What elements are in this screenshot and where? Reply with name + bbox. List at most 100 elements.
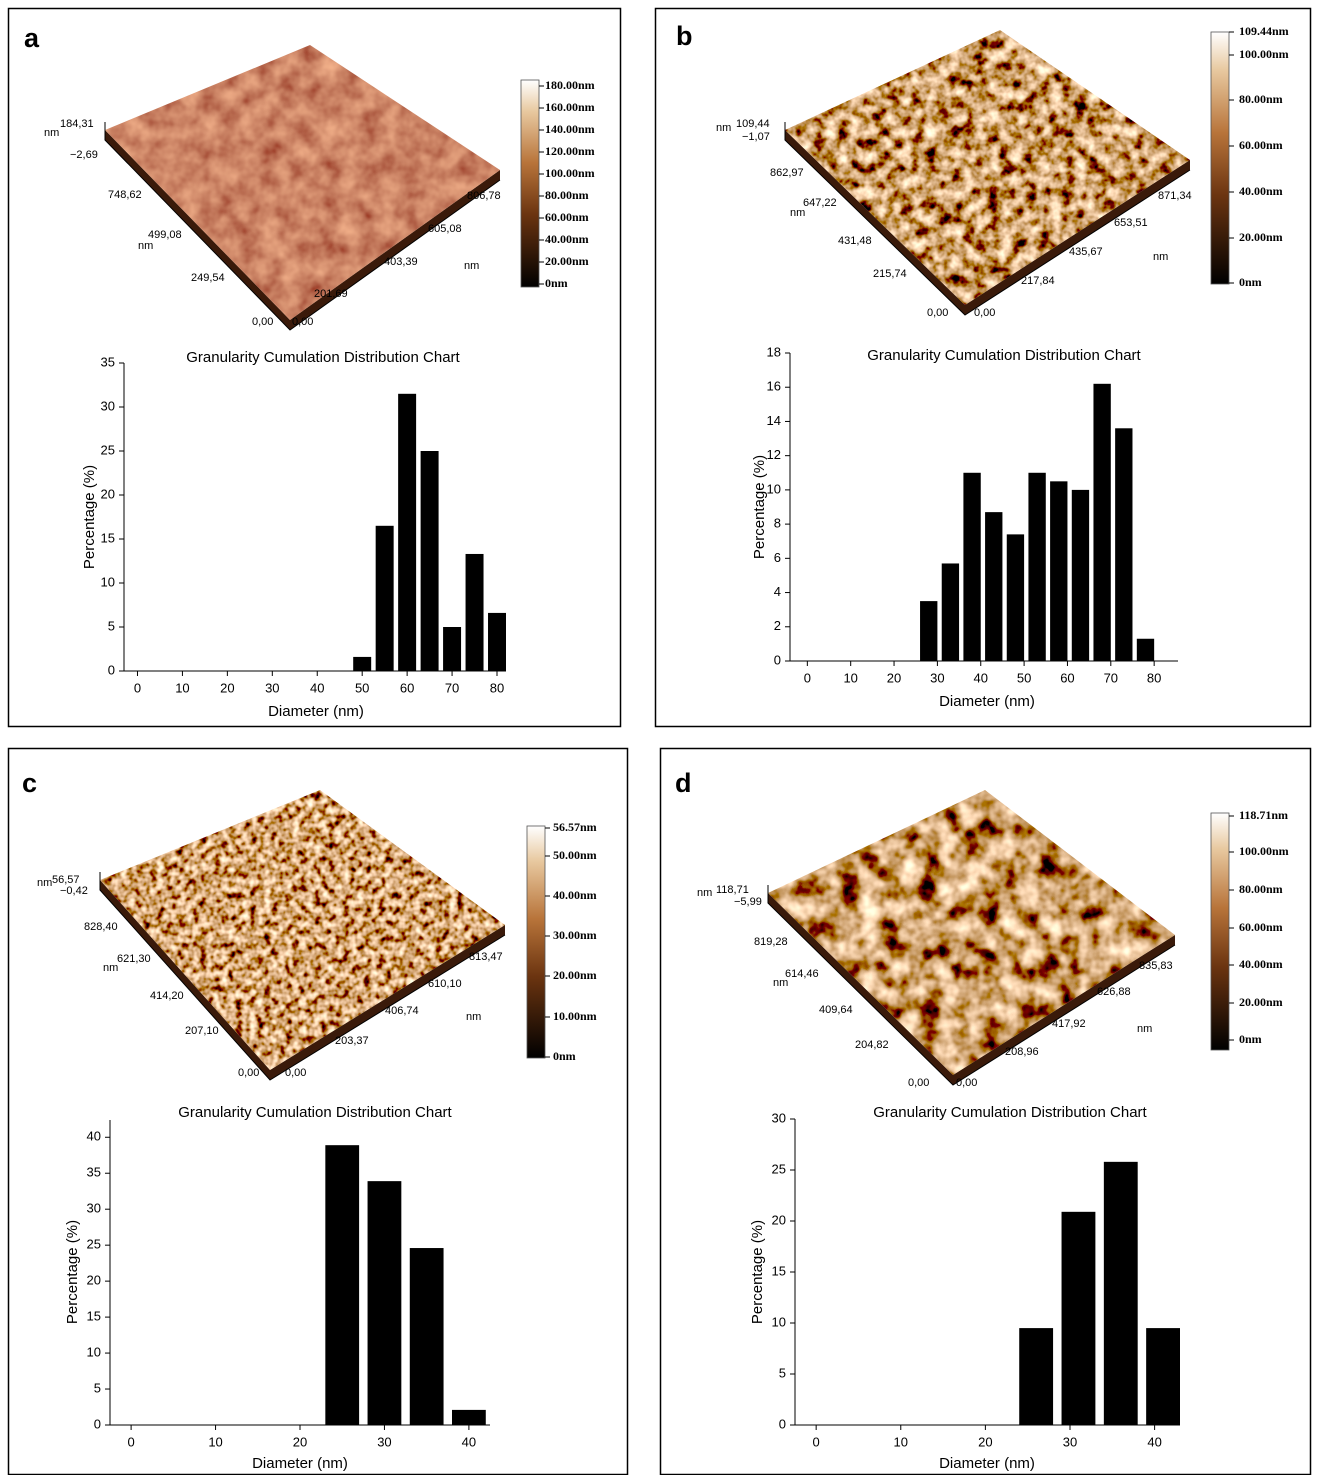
y-tick-label: 30 — [87, 1201, 101, 1216]
afm-surface — [100, 790, 505, 1070]
afm-axis-label: 431,48 — [838, 235, 872, 247]
y-tick-label: 35 — [87, 1165, 101, 1180]
afm-surface — [768, 790, 1175, 1075]
x-tick-label: 20 — [978, 1434, 992, 1449]
afm-axis-label: 403,39 — [384, 256, 418, 268]
bar — [1136, 638, 1155, 661]
y-tick-label: 5 — [779, 1365, 786, 1380]
afm-axis-label: 610,10 — [428, 978, 462, 990]
x-axis-label: Diameter (nm) — [939, 693, 1035, 710]
colorbar — [520, 79, 540, 288]
bar — [375, 525, 394, 671]
afm-axis-label: 653,51 — [1114, 217, 1148, 229]
afm-axis-label: 647,22 — [803, 197, 837, 209]
x-tick-label: 10 — [208, 1434, 222, 1449]
bar — [398, 393, 417, 671]
y-tick-label: 20 — [87, 1273, 101, 1288]
x-tick-label: 50 — [1017, 670, 1031, 685]
x-tick-label: 20 — [887, 670, 901, 685]
y-tick-label: 0 — [108, 662, 115, 677]
bar — [452, 1409, 486, 1425]
y-tick-label: 0 — [94, 1416, 101, 1431]
y-tick-label: 25 — [87, 1237, 101, 1252]
colorbar-label: 100.00nm — [1239, 844, 1289, 858]
x-tick-label: 40 — [462, 1434, 476, 1449]
afm-axis-label: 0,00 — [956, 1077, 977, 1089]
x-tick-label: 30 — [930, 670, 944, 685]
y-tick-label: 5 — [108, 618, 115, 633]
x-tick-label: 40 — [310, 680, 324, 695]
panel-label: b — [676, 21, 693, 51]
afm-axis-label: nm — [1137, 1023, 1152, 1035]
afm-surface — [105, 45, 500, 320]
bar — [353, 656, 372, 671]
chart-title: Granularity Cumulation Distribution Char… — [867, 347, 1141, 364]
afm-axis-label: 409,64 — [819, 1004, 853, 1016]
afm-axis-label: nm — [464, 260, 479, 272]
afm-axis-label: 207,10 — [185, 1025, 219, 1037]
y-tick-label: 4 — [774, 584, 781, 599]
colorbar-label: 50.00nm — [553, 848, 597, 862]
panel-label: c — [22, 768, 37, 798]
y-tick-label: 10 — [772, 1314, 786, 1329]
x-tick-label: 10 — [175, 680, 189, 695]
chart-title: Granularity Cumulation Distribution Char… — [178, 1104, 452, 1121]
afm-axis-label: nm — [773, 977, 788, 989]
y-tick-label: 25 — [101, 442, 115, 457]
y-tick-label: 18 — [767, 344, 781, 359]
afm-axis-label: 813,47 — [469, 951, 503, 963]
afm-axis-label: nm — [716, 122, 731, 134]
bar — [1050, 481, 1068, 661]
y-tick-label: 10 — [767, 481, 781, 496]
afm-axis-label: nm — [37, 877, 52, 889]
afm-axis-label: 203,37 — [335, 1035, 369, 1047]
y-tick-label: 6 — [774, 550, 781, 565]
y-tick-label: 30 — [101, 398, 115, 413]
y-tick-label: 10 — [101, 574, 115, 589]
y-axis-label: Percentage (%) — [81, 465, 98, 569]
y-tick-label: 0 — [774, 652, 781, 667]
colorbar-label: 80.00nm — [1239, 882, 1283, 896]
y-tick-label: 25 — [772, 1161, 786, 1176]
x-tick-label: 30 — [265, 680, 279, 695]
colorbar-label: 109.44nm — [1239, 24, 1289, 38]
x-tick-label: 10 — [894, 1434, 908, 1449]
bar — [465, 553, 484, 671]
afm-axis-label: 819,28 — [754, 936, 788, 948]
y-tick-label: 2 — [774, 618, 781, 633]
x-tick-label: 80 — [1147, 670, 1161, 685]
x-tick-label: 40 — [974, 670, 988, 685]
afm-axis-label: 417,92 — [1052, 1018, 1086, 1030]
x-tick-label: 0 — [127, 1434, 134, 1449]
afm-axis-label: nm — [697, 887, 712, 899]
colorbar-label: 56.57nm — [553, 820, 597, 834]
afm-axis-label: 208,96 — [1005, 1046, 1039, 1058]
bar — [985, 512, 1003, 661]
bar — [409, 1248, 444, 1425]
afm-axis-label: 204,82 — [855, 1039, 889, 1051]
colorbar-label: 120.00nm — [545, 144, 595, 158]
afm-axis-label: 748,62 — [108, 189, 142, 201]
afm-axis-label: 0,00 — [285, 1067, 306, 1079]
bar — [1061, 1211, 1096, 1425]
bar — [963, 472, 981, 661]
colorbar-label: 140.00nm — [545, 122, 595, 136]
afm-axis-label: 499,08 — [148, 229, 182, 241]
afm-axis-label: 0,00 — [974, 307, 995, 319]
y-tick-label: 12 — [767, 447, 781, 462]
afm-surface — [785, 30, 1190, 305]
y-tick-label: 15 — [101, 530, 115, 545]
y-tick-label: 35 — [101, 354, 115, 369]
x-tick-label: 60 — [400, 680, 414, 695]
afm-axis-label: 862,97 — [770, 167, 804, 179]
y-tick-label: 40 — [87, 1129, 101, 1144]
x-axis-label: Diameter (nm) — [268, 703, 364, 720]
colorbar-label: 80.00nm — [1239, 92, 1283, 106]
x-tick-label: 30 — [1063, 1434, 1077, 1449]
bar — [1071, 489, 1090, 661]
panel-frame — [7, 7, 622, 728]
afm-axis-label: −0,42 — [60, 885, 88, 897]
afm-axis-label: 118,71 — [716, 884, 749, 896]
chart-title: Granularity Cumulation Distribution Char… — [186, 349, 460, 366]
y-tick-label: 10 — [87, 1345, 101, 1360]
